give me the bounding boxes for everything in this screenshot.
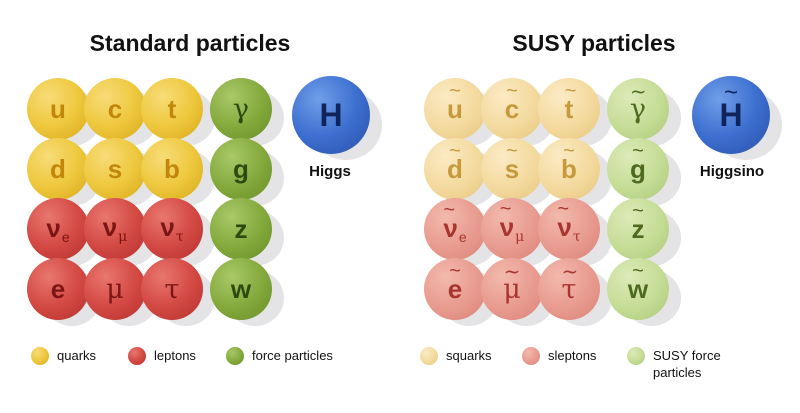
particle-photino: ~ γ [607, 78, 669, 140]
legend-susy-force-swatch [627, 347, 645, 365]
particle-up-squark: ~ u [424, 78, 486, 140]
legend-susy-force-label: SUSY force particles [653, 348, 721, 380]
particle-strange-squark: ~ s [481, 138, 543, 200]
particle-muon-neutrino: νμ [84, 198, 146, 260]
legend-sleptons-swatch [522, 347, 540, 365]
legend-quarks-label: quarks [57, 348, 97, 363]
particle-photon: γ [210, 78, 272, 140]
particle-smuon: ~ μ [481, 258, 543, 320]
particle-w-boson: w [210, 258, 272, 320]
particle-z-boson: z [210, 198, 272, 260]
particle-wino: ~ w [607, 258, 669, 320]
legend-force-particles-swatch [226, 347, 244, 365]
particle-selectron: ~ e [424, 258, 486, 320]
particle-charm-squark: ~ c [481, 78, 543, 140]
particle-stau: ~ τ [538, 258, 600, 320]
particle-top-squark: ~ t [538, 78, 600, 140]
particle-up-quark: u [27, 78, 89, 140]
legend-leptons-label: leptons [154, 348, 196, 363]
particle-muon: μ [84, 258, 146, 320]
particle-higgsino: ~ H [692, 76, 770, 154]
standard-particles-title: Standard particles [89, 30, 291, 56]
particle-zino: ~ z [607, 198, 669, 260]
legend-force-particles: force particles [226, 347, 333, 365]
particle-strange-quark: s [84, 138, 146, 200]
legend-force-particles-label: force particles [252, 348, 333, 363]
particle-bottom-squark: ~ b [538, 138, 600, 200]
legend-quarks-swatch [31, 347, 49, 365]
particle-higgs: H [292, 76, 370, 154]
particle-down-squark: ~ d [424, 138, 486, 200]
legend-sleptons-label: sleptons [548, 348, 597, 363]
legend-squarks-label: squarks [446, 348, 492, 363]
legend-leptons-swatch [128, 347, 146, 365]
susy-particles-title: SUSY particles [512, 30, 676, 56]
higgsino-label: Higgsino [699, 163, 765, 180]
particle-electron: e [27, 258, 89, 320]
legend-squarks: squarks [420, 347, 492, 365]
particle-tau-neutrino: ντ [141, 198, 203, 260]
particle-electron-sneutrino: ~ νe [424, 198, 486, 260]
particle-charm-quark: c [84, 78, 146, 140]
particle-gluino: ~ g [607, 138, 669, 200]
legend-squarks-swatch [420, 347, 438, 365]
particle-gluon: g [210, 138, 272, 200]
legend-susy-force-particles: SUSY force particles [627, 347, 753, 381]
particle-electron-neutrino: νe [27, 198, 89, 260]
particle-tau: τ [141, 258, 203, 320]
higgs-label: Higgs [309, 163, 351, 180]
particle-muon-sneutrino: ~ νμ [481, 198, 543, 260]
particle-tau-sneutrino: ~ ντ [538, 198, 600, 260]
particle-bottom-quark: b [141, 138, 203, 200]
legend-quarks: quarks [31, 347, 96, 365]
legend-leptons: leptons [128, 347, 196, 365]
particle-down-quark: d [27, 138, 89, 200]
particle-top-quark: t [141, 78, 203, 140]
legend-sleptons: sleptons [522, 347, 596, 365]
